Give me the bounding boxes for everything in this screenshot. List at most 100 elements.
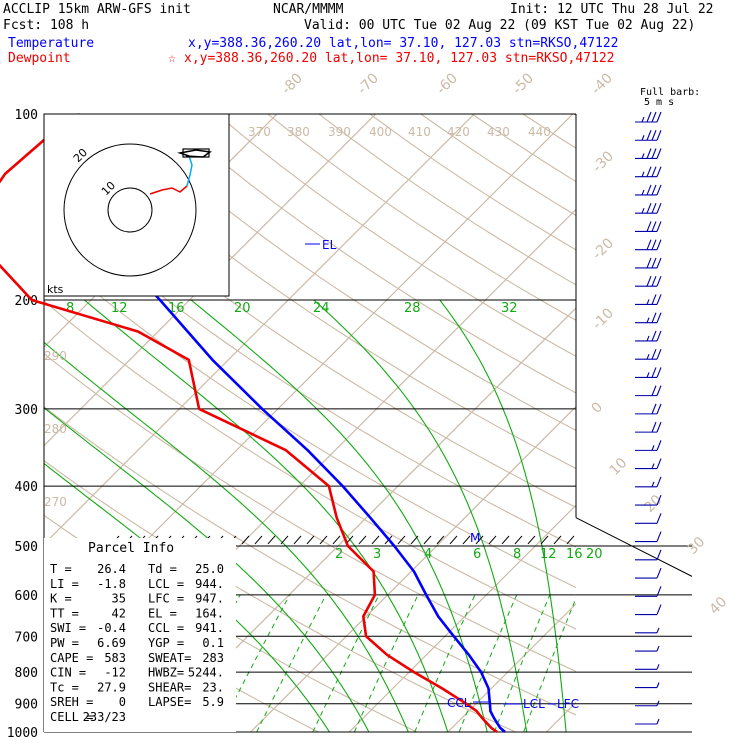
dry-adiabat bbox=[44, 144, 576, 509]
hodograph-trace-mid bbox=[186, 155, 193, 187]
parcel-param-name: CELL = bbox=[50, 710, 93, 724]
isotherm-line bbox=[44, 114, 377, 447]
pressure-tick-label: 800 bbox=[15, 666, 38, 681]
isobar-tick bbox=[449, 535, 458, 545]
barb-legend-unit: 5 m s bbox=[644, 97, 674, 108]
wind-barb-half bbox=[656, 682, 660, 688]
isobar-tick bbox=[332, 535, 341, 545]
wind-barb-full bbox=[651, 348, 657, 360]
wind-barb-full bbox=[651, 130, 657, 141]
isotherm-label: 20 bbox=[642, 492, 666, 516]
isotherm-line bbox=[250, 405, 576, 732]
wind-barb-half bbox=[646, 353, 650, 360]
wind-barb-full bbox=[651, 257, 657, 269]
wind-barb-full bbox=[646, 111, 652, 123]
parcel-param-value: 941. bbox=[195, 621, 224, 635]
wind-barb-full bbox=[656, 221, 662, 232]
isobar-tick bbox=[514, 535, 523, 545]
isotherm-line bbox=[44, 114, 475, 546]
parcel-param-value: 0.1 bbox=[202, 636, 224, 650]
dry-adiabat bbox=[114, 114, 576, 432]
wind-barb-full bbox=[646, 239, 652, 250]
isobar-tick bbox=[267, 535, 276, 545]
parcel-param-name: SWEAT= bbox=[148, 651, 191, 665]
wind-barb-full bbox=[651, 385, 657, 396]
wind-barb-full bbox=[651, 111, 657, 123]
dry-adiabat bbox=[625, 114, 740, 740]
parcel-param-value: -0.4 bbox=[97, 621, 126, 635]
parcel-param-value: 583 bbox=[104, 651, 126, 665]
wind-barb-full bbox=[656, 458, 662, 469]
wind-barb-full bbox=[656, 257, 662, 269]
wind-barb-half bbox=[656, 664, 660, 670]
isobar-tick bbox=[358, 535, 367, 545]
dry-adiabat bbox=[471, 114, 576, 183]
model-title: ACCLIP 15km ARW-GFS init bbox=[3, 2, 191, 17]
theta-label: 270 bbox=[44, 495, 67, 509]
wind-barb-half bbox=[651, 463, 655, 469]
wind-barb-full bbox=[651, 275, 657, 287]
parcel-param-value: 23. bbox=[202, 680, 224, 694]
wind-barb-half bbox=[641, 171, 645, 177]
parcel-param-name: Tc = bbox=[50, 680, 79, 694]
parcel-param-name: SHEAR= bbox=[148, 680, 191, 694]
moist-adiabat-label: 8 bbox=[66, 301, 74, 316]
isobar-tick bbox=[371, 535, 380, 545]
wind-barb-full bbox=[646, 184, 652, 196]
dry-adiabat bbox=[318, 114, 576, 286]
valid-time: Valid: 00 UTC Tue 02 Aug 22 (09 KST Tue … bbox=[304, 18, 695, 33]
wind-barb-full bbox=[651, 294, 657, 305]
wind-barb-full bbox=[656, 348, 662, 360]
wind-barb-full bbox=[656, 312, 662, 323]
isobar-tick bbox=[280, 535, 289, 545]
dry-adiabat bbox=[63, 114, 576, 470]
m-marker-label: M bbox=[470, 531, 480, 545]
pressure-tick-label: 700 bbox=[15, 630, 38, 645]
parcel-param-value: 5244. bbox=[188, 666, 224, 680]
theta-label: 400 bbox=[369, 125, 392, 139]
pressure-tick-label: 400 bbox=[15, 480, 38, 495]
isotherm-label: -50 bbox=[510, 70, 537, 97]
moist-adiabat-label: 12 bbox=[111, 301, 128, 316]
hodograph-ring-20 bbox=[63, 143, 197, 277]
mixing-ratio-label: 8 bbox=[513, 547, 521, 562]
wind-barb-half bbox=[646, 335, 650, 342]
isotherm-line bbox=[348, 504, 576, 732]
wind-barb-full bbox=[656, 567, 662, 579]
mixing-ratio-label: 12 bbox=[540, 547, 557, 562]
theta-label: 370 bbox=[248, 125, 271, 139]
isobar-tick bbox=[488, 535, 497, 545]
wind-barb-full bbox=[656, 385, 662, 396]
lcl-marker-label: LCL bbox=[523, 697, 545, 711]
theta-label: 290 bbox=[44, 349, 67, 363]
mixing-ratio-label: 4 bbox=[424, 547, 432, 562]
pressure-tick-label: 1000 bbox=[7, 726, 38, 740]
dry-adiabat bbox=[0, 114, 44, 740]
wind-barb-full bbox=[656, 166, 662, 177]
ccl-marker-label: CCL bbox=[447, 696, 471, 710]
parcel-param-name: Td = bbox=[148, 562, 177, 576]
center-name: NCAR/MMMM bbox=[273, 2, 344, 17]
barb-legend-title: Full barb: bbox=[640, 87, 700, 98]
parcel-param-value: 35 bbox=[112, 592, 126, 606]
wind-barb-full bbox=[651, 221, 657, 232]
parcel-param-value: 6.69 bbox=[97, 636, 126, 650]
isobar-tick bbox=[306, 535, 315, 545]
parcel-param-value: 25.0 bbox=[195, 562, 224, 576]
wind-barb-full bbox=[651, 367, 657, 378]
mixing-ratio-label: 6 bbox=[473, 547, 481, 562]
isotherm-label: 10 bbox=[607, 455, 631, 479]
forecast-hour: Fcst: 108 h bbox=[3, 18, 89, 33]
wind-barb-full bbox=[656, 184, 662, 196]
wind-barb-full bbox=[656, 294, 662, 305]
wind-barb-full bbox=[656, 239, 662, 250]
parcel-param-name: LFC = bbox=[148, 592, 184, 606]
hodograph-trace-low bbox=[149, 185, 188, 195]
isobar-tick bbox=[254, 535, 263, 545]
isobar-tick bbox=[241, 535, 250, 545]
moist-adiabat-label: 28 bbox=[404, 301, 421, 316]
plot-frame-slant bbox=[575, 517, 693, 577]
parcel-param-name: EL = bbox=[148, 606, 177, 620]
wind-barb-full bbox=[646, 166, 652, 177]
